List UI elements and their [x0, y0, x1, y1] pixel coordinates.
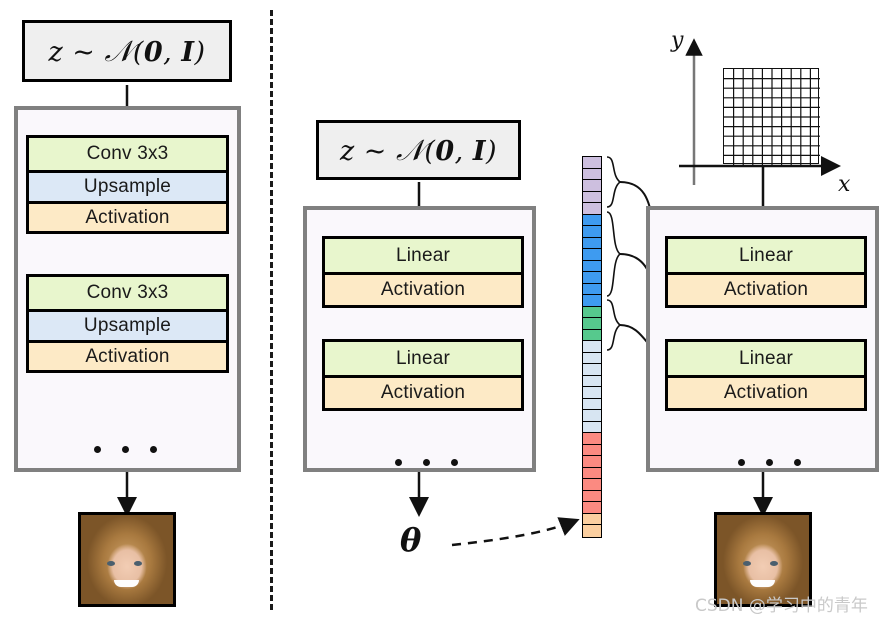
left-block-2: Conv 3x3 Upsample Activation — [26, 274, 229, 373]
parameter-cell — [583, 525, 601, 537]
parameter-cell — [583, 444, 601, 456]
parameter-cell — [583, 283, 601, 295]
latent-formula-middle: z ~ 𝒩(0, I) — [339, 132, 498, 167]
layer-linear: Linear — [325, 342, 521, 375]
parameter-cell — [583, 502, 601, 514]
parameter-cell — [583, 168, 601, 180]
middle-block-2: Linear Activation — [322, 339, 524, 411]
parameter-cell — [583, 214, 601, 226]
layer-upsample: Upsample — [29, 309, 226, 340]
coordinate-grid — [723, 68, 820, 165]
parameter-cell — [583, 318, 601, 330]
right-ellipsis — [738, 458, 801, 466]
layer-activation: Activation — [325, 272, 521, 305]
section-divider — [270, 10, 273, 610]
parameter-cell — [583, 157, 601, 169]
brace-lavender-group — [606, 156, 622, 208]
parameter-cell — [583, 306, 601, 318]
parameter-cell — [583, 513, 601, 525]
parameter-cell — [583, 398, 601, 410]
middle-block-1: Linear Activation — [322, 236, 524, 308]
parameter-cell — [583, 410, 601, 422]
brace-blue-group — [606, 211, 622, 297]
layer-activation: Activation — [29, 201, 226, 231]
parameter-cell — [583, 456, 601, 468]
right-block-2: Linear Activation — [665, 339, 867, 411]
parameter-cell — [583, 421, 601, 433]
layer-conv: Conv 3x3 — [29, 277, 226, 309]
parameter-cell — [583, 203, 601, 215]
layer-linear: Linear — [325, 239, 521, 272]
parameter-cell — [583, 237, 601, 249]
theta-symbol: θ — [400, 521, 422, 559]
parameter-cell — [583, 191, 601, 203]
parameter-cell — [583, 479, 601, 491]
layer-activation: Activation — [325, 375, 521, 408]
layer-upsample: Upsample — [29, 170, 226, 201]
parameter-cell — [583, 467, 601, 479]
latent-box-middle: z ~ 𝒩(0, I) — [316, 120, 521, 180]
right-block-1: Linear Activation — [665, 236, 867, 308]
parameter-cell — [583, 329, 601, 341]
parameter-cell — [583, 341, 601, 353]
parameter-cell — [583, 490, 601, 502]
latent-box-left: z ~ 𝒩(0, I) — [22, 20, 232, 82]
parameter-cell — [583, 272, 601, 284]
layer-activation: Activation — [29, 340, 226, 370]
latent-formula-left: z ~ 𝒩(0, I) — [48, 33, 206, 68]
left-ellipsis — [94, 445, 157, 453]
left-output-face — [78, 512, 176, 607]
parameter-cell — [583, 364, 601, 376]
parameter-cell — [583, 375, 601, 387]
middle-panel: Linear Activation Linear Activation — [303, 206, 536, 472]
y-axis-label: y — [671, 28, 684, 53]
layer-linear: Linear — [668, 239, 864, 272]
arrow-theta-to-parameter-strip — [451, 517, 580, 547]
parameter-cell — [583, 387, 601, 399]
x-axis-label: x — [838, 172, 851, 197]
parameter-cell — [583, 352, 601, 364]
layer-linear: Linear — [668, 342, 864, 375]
parameter-cell — [583, 249, 601, 261]
left-block-1: Conv 3x3 Upsample Activation — [26, 135, 229, 234]
parameter-cell — [583, 433, 601, 445]
layer-activation: Activation — [668, 375, 864, 408]
parameter-cell — [583, 260, 601, 272]
right-output-face — [714, 512, 812, 607]
brace-green-group — [606, 299, 622, 351]
layer-conv: Conv 3x3 — [29, 138, 226, 170]
parameter-cell — [583, 295, 601, 307]
layer-activation: Activation — [668, 272, 864, 305]
right-panel: Linear Activation Linear Activation — [646, 206, 879, 472]
watermark-text: CSDN @学习中的青年 — [695, 596, 868, 616]
parameter-strip — [582, 156, 602, 538]
parameter-cell — [583, 180, 601, 192]
middle-ellipsis — [395, 458, 458, 466]
face-image — [717, 515, 809, 604]
face-image — [81, 515, 173, 604]
left-panel: Conv 3x3 Upsample Activation Conv 3x3 Up… — [14, 106, 241, 472]
parameter-cell — [583, 226, 601, 238]
